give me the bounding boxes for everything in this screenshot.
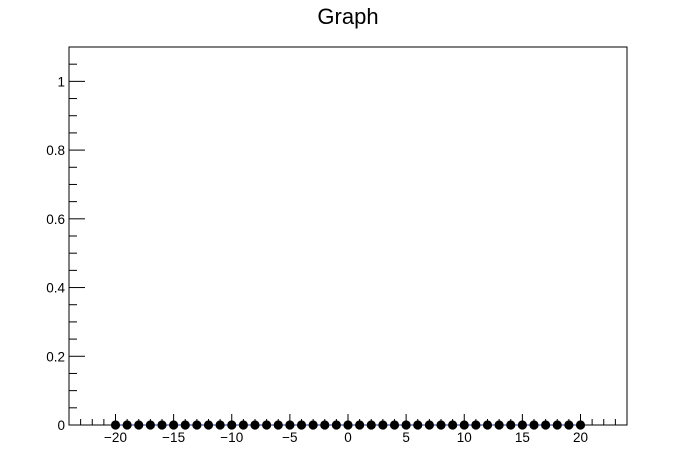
x-tick-label: 5 xyxy=(402,430,410,445)
y-tick-label: 0.4 xyxy=(46,281,65,296)
y-axis: 0 0.2 0.4 0.6 0.8 1 xyxy=(46,46,85,433)
data-point xyxy=(157,420,167,430)
chart-title: Graph xyxy=(317,4,378,29)
data-point xyxy=(366,420,376,430)
data-point xyxy=(145,420,155,430)
data-point xyxy=(389,420,400,430)
data-point xyxy=(296,420,307,430)
data-point xyxy=(308,420,318,430)
data-point xyxy=(575,420,586,430)
data-point xyxy=(471,420,481,430)
series-layer xyxy=(110,420,586,430)
data-point xyxy=(552,420,562,430)
plot-frame xyxy=(68,46,628,426)
data-point xyxy=(401,420,411,430)
data-point xyxy=(506,420,516,430)
y-tick-label: 0.6 xyxy=(46,212,65,227)
y-tick-label: 0 xyxy=(57,418,65,433)
data-point xyxy=(424,420,434,430)
y-tick-label: 0.2 xyxy=(46,349,65,364)
data-point xyxy=(192,420,202,430)
data-point xyxy=(262,420,272,430)
data-point xyxy=(343,420,353,430)
data-point xyxy=(134,420,144,430)
x-tick-label: 10 xyxy=(457,430,472,445)
data-point xyxy=(436,420,446,430)
data-point xyxy=(203,420,214,430)
data-point xyxy=(320,420,330,430)
x-tick-label: 0 xyxy=(344,430,352,445)
data-point xyxy=(529,420,539,430)
data-point xyxy=(122,420,132,430)
x-tick-label: 15 xyxy=(515,430,530,445)
x-tick-label: −5 xyxy=(282,430,297,445)
y-tick-label: 1 xyxy=(57,74,65,89)
data-point xyxy=(459,420,469,430)
data-point xyxy=(110,420,121,430)
y-tick-label: 0.8 xyxy=(46,143,65,158)
data-point xyxy=(273,420,283,430)
data-point xyxy=(180,420,190,430)
data-point xyxy=(250,420,260,430)
data-point xyxy=(494,420,504,430)
data-point xyxy=(238,420,248,430)
data-point xyxy=(331,420,341,430)
data-point xyxy=(355,420,365,430)
x-tick-label: −15 xyxy=(162,430,185,445)
x-tick-label: −10 xyxy=(220,430,243,445)
data-point xyxy=(215,420,225,430)
data-point xyxy=(541,420,551,430)
data-point xyxy=(227,420,237,430)
data-point xyxy=(169,420,179,430)
data-point xyxy=(413,420,423,430)
data-point xyxy=(448,420,458,430)
data-point xyxy=(517,420,527,430)
x-tick-label: −20 xyxy=(104,430,127,445)
data-point xyxy=(285,420,295,430)
x-tick-label: 20 xyxy=(573,430,588,445)
data-point xyxy=(378,420,388,430)
data-point xyxy=(482,420,493,430)
data-point xyxy=(564,420,574,430)
